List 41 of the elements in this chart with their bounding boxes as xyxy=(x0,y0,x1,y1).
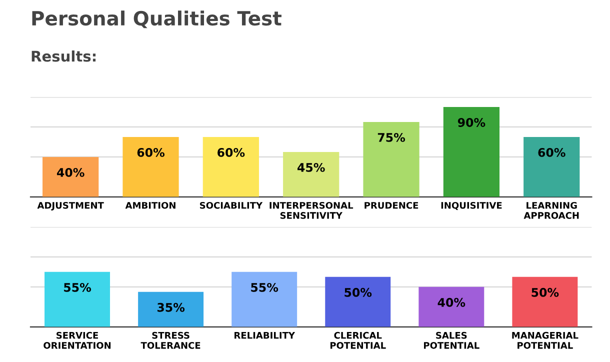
bar xyxy=(418,286,484,327)
data-label: 50% xyxy=(532,288,559,297)
bar xyxy=(202,136,259,197)
bar xyxy=(363,122,420,197)
data-label: 40% xyxy=(56,168,84,177)
bar xyxy=(122,136,179,197)
x-tick-label: SALES POTENTIAL xyxy=(424,332,480,349)
bar xyxy=(42,156,99,197)
bar xyxy=(283,152,340,197)
data-label: 35% xyxy=(157,302,185,312)
bar xyxy=(443,107,500,197)
x-tick-label: STRESS TOLERANCE xyxy=(140,332,200,349)
data-label: 60% xyxy=(218,148,245,157)
bar xyxy=(138,292,204,327)
bar xyxy=(512,276,578,327)
data-label: 90% xyxy=(458,118,486,127)
data-label: 55% xyxy=(64,282,92,292)
data-label: 55% xyxy=(251,282,278,292)
data-label: 45% xyxy=(298,162,325,172)
bar xyxy=(44,272,110,327)
data-label: 75% xyxy=(378,133,406,142)
chart-title: Personal Qualities Test xyxy=(32,10,282,28)
x-tick-label: AMBITION xyxy=(125,202,176,209)
x-tick-label: SOCIABILITY xyxy=(200,202,263,209)
data-label: 50% xyxy=(344,288,372,297)
x-tick-label: LEARNING APPROACH xyxy=(524,202,579,219)
x-tick-label: RELIABILITY xyxy=(234,332,296,339)
bar xyxy=(325,276,391,327)
x-tick-label: PRUDENCE xyxy=(364,202,418,209)
x-tick-label: ADJUSTMENT xyxy=(37,202,104,210)
data-label: 60% xyxy=(137,148,165,157)
x-tick-label: INTERPERSONAL SENSITIVITY xyxy=(270,202,354,219)
chart-subtitle: Results: xyxy=(32,50,96,62)
x-tick-label: SERVICE ORIENTATION xyxy=(44,332,111,349)
data-label: 60% xyxy=(538,148,566,157)
x-tick-label: CLERICAL POTENTIAL xyxy=(330,332,386,349)
data-label: 40% xyxy=(438,298,466,307)
bar xyxy=(232,272,298,327)
x-tick-label: MANAGERIAL POTENTIAL xyxy=(512,332,578,349)
x-tick-label: INQUISITIVE xyxy=(441,202,502,210)
bar xyxy=(524,136,580,197)
